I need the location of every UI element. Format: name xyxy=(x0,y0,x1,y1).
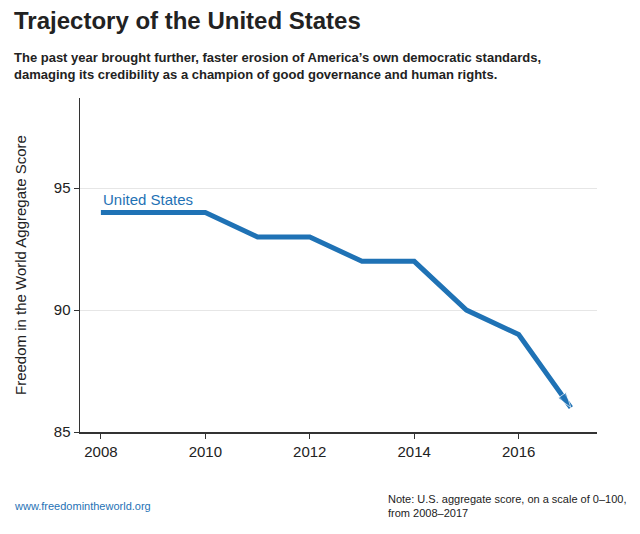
svg-text:United States: United States xyxy=(103,191,193,208)
svg-text:2012: 2012 xyxy=(293,443,326,460)
svg-text:2010: 2010 xyxy=(189,443,222,460)
svg-text:www.freedomintheworld.org: www.freedomintheworld.org xyxy=(14,500,151,512)
svg-text:The past year brought further,: The past year brought further, faster er… xyxy=(14,50,541,82)
svg-text:Freedom in the World Aggregate: Freedom in the World Aggregate Score xyxy=(12,135,29,395)
svg-text:2014: 2014 xyxy=(398,443,431,460)
svg-text:2008: 2008 xyxy=(84,443,117,460)
svg-text:90: 90 xyxy=(54,301,71,318)
svg-text:85: 85 xyxy=(54,423,71,440)
svg-text:2016: 2016 xyxy=(502,443,535,460)
svg-text:Trajectory of the United State: Trajectory of the United States xyxy=(14,7,361,34)
svg-text:Note: U.S. aggregate score, on: Note: U.S. aggregate score, on a scale o… xyxy=(388,493,626,519)
svg-text:95: 95 xyxy=(54,179,71,196)
